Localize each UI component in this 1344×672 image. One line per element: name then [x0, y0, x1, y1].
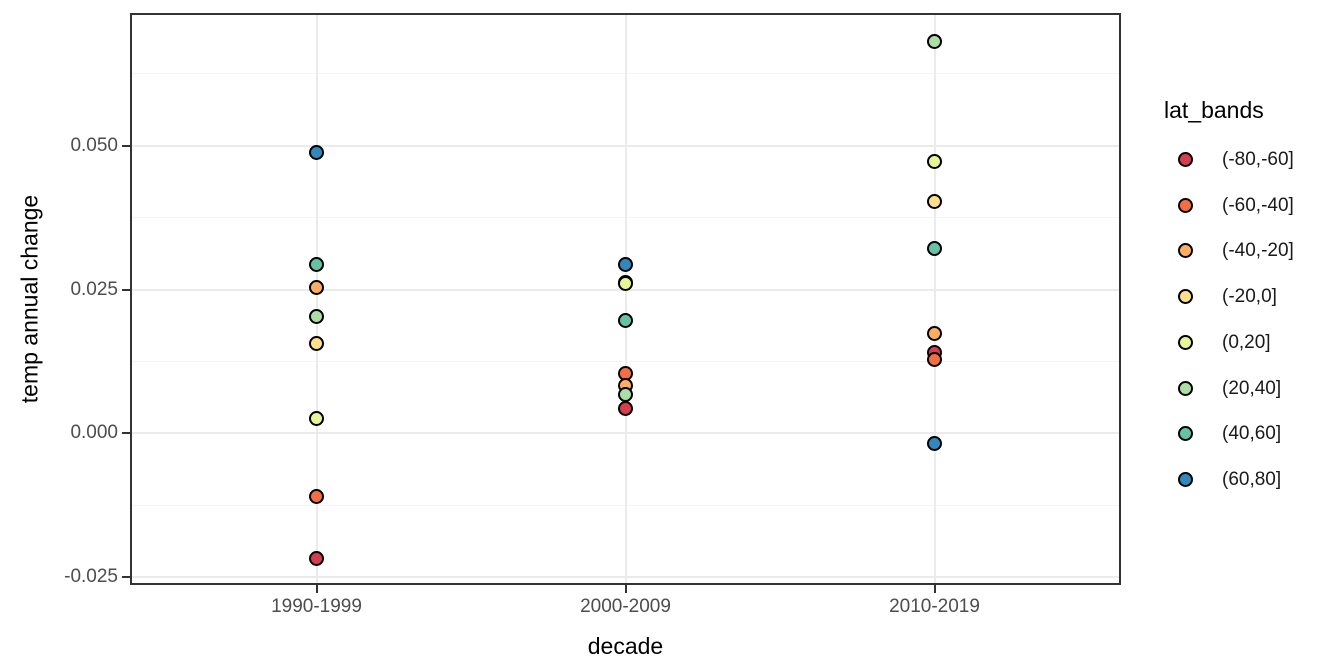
y-tick-mark [122, 288, 130, 291]
data-point [309, 489, 324, 505]
legend-title: lat_bands [1164, 97, 1264, 123]
legend-key-icon [1178, 243, 1193, 259]
data-point [927, 153, 942, 169]
legend-key-icon [1178, 152, 1193, 167]
legend: lat_bands (-80,-60] (-60,-40] (-40,-20] (-2… [1164, 0, 1344, 672]
legend-key-icon [1178, 471, 1193, 487]
data-point [927, 241, 942, 257]
data-point [618, 275, 633, 291]
legend-item-label: (-40,-20] [1222, 240, 1294, 262]
legend-item: (0,20] [1164, 331, 1344, 353]
y-tick-mark [122, 576, 130, 579]
x-tick-mark [933, 585, 936, 593]
data-point [927, 33, 942, 49]
gridline-vertical [933, 15, 936, 583]
x-tick-label: 1990-1999 [271, 596, 362, 617]
plot-panel [130, 13, 1121, 585]
legend-item-label: (40,60] [1222, 423, 1282, 445]
gridline-vertical [315, 15, 318, 583]
legend-item-label: (60,80] [1222, 468, 1282, 490]
data-point [927, 352, 942, 368]
x-tick-mark [315, 585, 318, 593]
data-point [927, 325, 942, 341]
data-point [618, 313, 633, 329]
data-point [927, 435, 942, 451]
legend-key-icon [1178, 380, 1193, 396]
legend-key-icon [1178, 197, 1193, 213]
gridline-vertical [624, 15, 627, 583]
legend-item-label: (-80,-60] [1222, 149, 1294, 170]
data-point [927, 194, 942, 210]
x-tick-label: 2000-2009 [580, 596, 671, 617]
legend-item: (-60,-40] [1164, 194, 1344, 216]
legend-item: (-40,-20] [1164, 241, 1344, 261]
data-point [618, 400, 633, 416]
y-tick-label: 0.050 [70, 134, 118, 156]
y-tick-label: -0.025 [64, 566, 118, 588]
data-point [309, 308, 324, 324]
legend-item-label: (-60,-40] [1222, 194, 1294, 216]
x-tick-mark [624, 585, 627, 593]
legend-item: (60,80] [1164, 468, 1344, 490]
data-point [309, 550, 324, 566]
data-point [618, 257, 633, 273]
data-point [309, 279, 324, 295]
x-tick-label: 2010-2019 [889, 596, 980, 617]
y-tick-mark [122, 432, 130, 435]
y-tick-label: 0.000 [70, 422, 118, 444]
legend-key-icon [1178, 426, 1193, 442]
y-tick-label: 0.025 [70, 278, 118, 300]
x-axis-title: decade [587, 633, 664, 659]
legend-item: (20,40] [1164, 377, 1344, 399]
legend-item-label: (-20,0] [1222, 286, 1277, 308]
legend-key-icon [1178, 334, 1193, 350]
data-point [309, 410, 324, 426]
legend-item: (40,60] [1164, 424, 1344, 444]
legend-item-label: (20,40] [1222, 377, 1282, 399]
legend-item: (-20,0] [1164, 287, 1344, 307]
data-point [309, 256, 324, 272]
y-tick-mark [122, 144, 130, 147]
legend-item-label: (0,20] [1222, 331, 1271, 353]
data-point [309, 335, 324, 351]
data-point [309, 144, 324, 160]
data-point [618, 386, 633, 402]
legend-item: (-80,-60] [1164, 150, 1344, 170]
legend-key-icon [1178, 289, 1193, 305]
